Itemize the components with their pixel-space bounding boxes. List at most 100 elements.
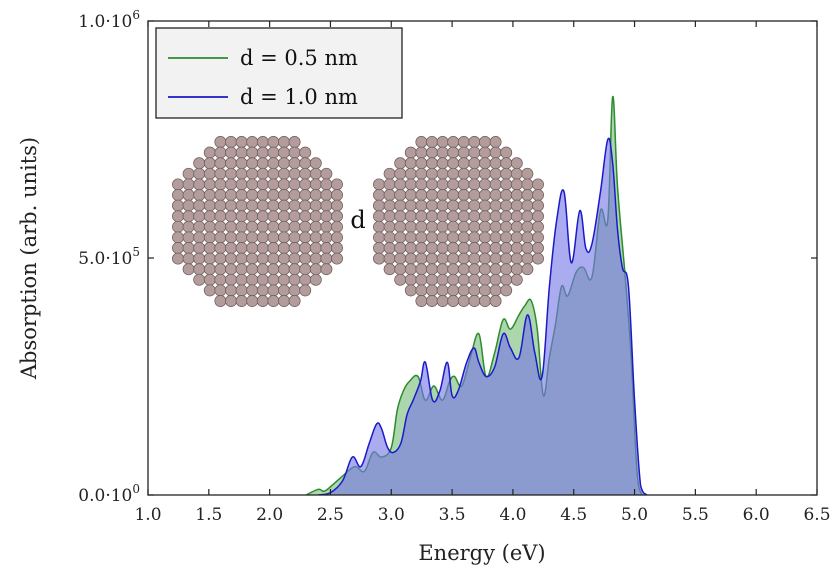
atom <box>500 146 513 159</box>
atom <box>278 210 290 223</box>
atom <box>235 178 248 191</box>
atom <box>225 242 237 254</box>
atom <box>267 199 280 212</box>
atom <box>447 199 460 212</box>
atom <box>383 242 396 254</box>
atom <box>288 295 301 307</box>
atom <box>309 273 322 286</box>
atom <box>436 242 449 254</box>
atom <box>203 273 216 286</box>
atom <box>532 178 544 191</box>
atom <box>447 273 460 286</box>
atom <box>468 220 481 233</box>
x-tick-label-7: 4.5 <box>560 505 587 525</box>
atom <box>468 263 481 276</box>
atom <box>510 178 523 191</box>
atom <box>394 263 407 276</box>
atom <box>394 189 407 201</box>
atom <box>426 189 438 201</box>
atom <box>457 167 470 180</box>
atom <box>256 284 269 297</box>
atom <box>457 157 470 170</box>
atom <box>532 210 544 223</box>
atom <box>246 146 259 159</box>
atom <box>172 220 184 233</box>
atom <box>489 199 502 212</box>
atom <box>394 252 407 265</box>
atom <box>404 263 417 276</box>
atom <box>510 167 523 180</box>
atom <box>203 263 216 276</box>
atom <box>404 252 417 265</box>
atom <box>404 157 417 170</box>
atom <box>521 242 534 254</box>
atom <box>235 146 248 159</box>
atom <box>267 273 280 286</box>
atom <box>447 284 460 297</box>
atom <box>457 199 470 212</box>
atom <box>447 242 460 254</box>
atom <box>182 199 195 212</box>
atom <box>436 136 449 148</box>
y-tick-label-2: 1.0·106 <box>78 8 140 32</box>
atom <box>288 146 301 159</box>
atom <box>510 220 523 233</box>
atom <box>500 242 513 254</box>
atom <box>447 157 460 170</box>
atom <box>457 273 470 286</box>
atom <box>500 167 513 180</box>
atom <box>193 273 206 286</box>
atom <box>214 146 227 159</box>
atom <box>447 263 460 276</box>
atom <box>521 210 534 223</box>
atom <box>436 263 449 276</box>
nanoparticle-left <box>172 136 343 307</box>
atom <box>426 199 438 212</box>
atom <box>214 157 227 170</box>
atom <box>457 242 470 254</box>
atom <box>203 231 216 244</box>
atom <box>182 210 195 223</box>
atom <box>288 252 301 265</box>
atom <box>288 157 301 170</box>
atom <box>267 242 280 254</box>
atom <box>479 273 491 286</box>
atom <box>457 136 470 148</box>
atom <box>383 199 396 212</box>
atom <box>415 263 428 276</box>
atom <box>404 199 417 212</box>
atom <box>214 210 227 223</box>
atom <box>479 252 491 265</box>
atom <box>521 189 534 201</box>
atom <box>246 295 259 307</box>
legend-entry-0: d = 0.5 nm <box>240 46 358 70</box>
atom <box>331 178 343 191</box>
atom <box>479 220 491 233</box>
atom <box>415 157 428 170</box>
atom <box>278 242 290 254</box>
atom <box>510 231 523 244</box>
atom <box>436 295 449 307</box>
atom <box>447 136 460 148</box>
atom <box>489 157 502 170</box>
atom <box>288 231 301 244</box>
atom <box>235 263 248 276</box>
atom <box>404 189 417 201</box>
atom <box>447 189 460 201</box>
atom <box>320 210 333 223</box>
atom <box>500 189 513 201</box>
atom <box>214 167 227 180</box>
atom <box>457 284 470 297</box>
atom <box>203 178 216 191</box>
atom <box>278 295 290 307</box>
atom <box>214 178 227 191</box>
atom <box>415 220 428 233</box>
atom <box>447 178 460 191</box>
atom <box>288 189 301 201</box>
atom <box>278 220 290 233</box>
x-tick-label-11: 6.5 <box>803 505 830 525</box>
atom <box>182 167 195 180</box>
atom <box>331 242 343 254</box>
atom <box>489 189 502 201</box>
atom <box>373 220 385 233</box>
